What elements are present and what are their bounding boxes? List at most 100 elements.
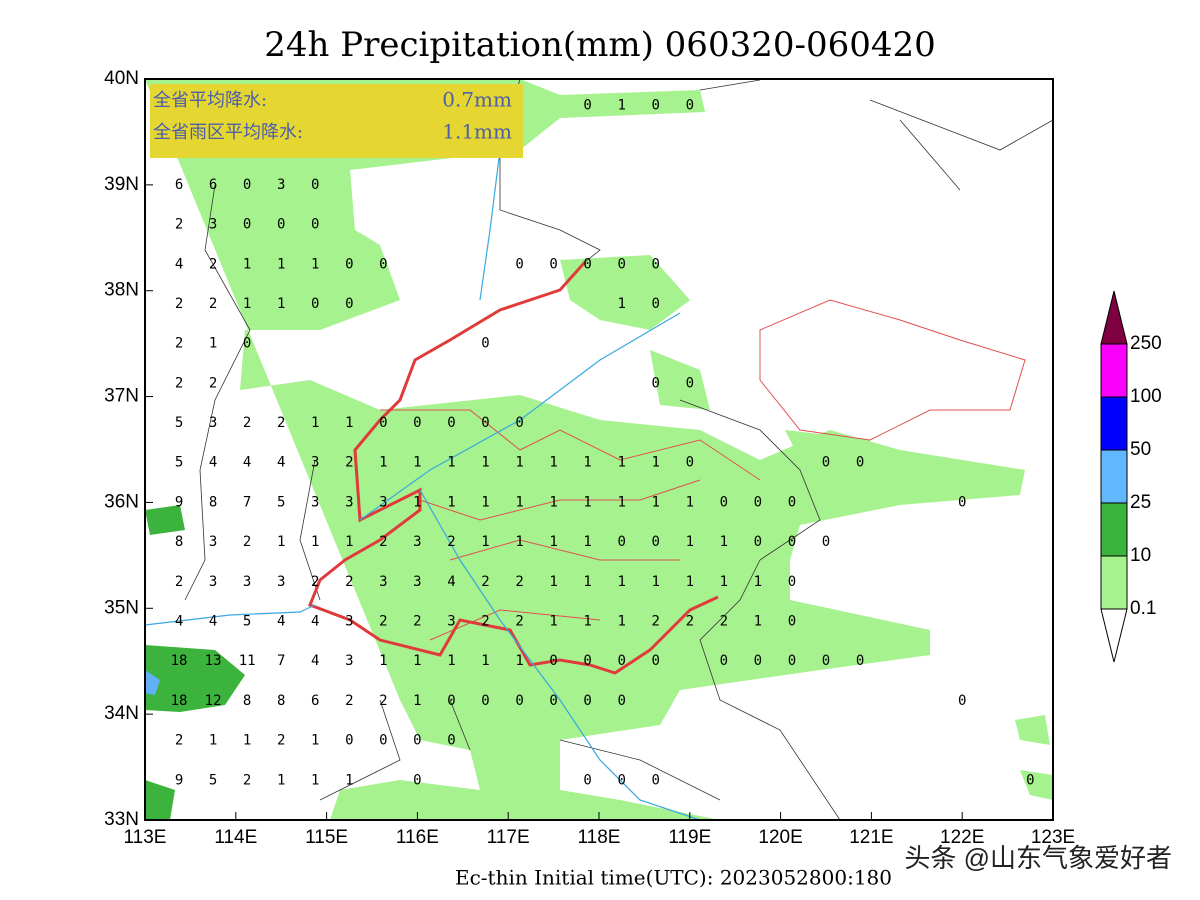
station-value: 0 [379, 256, 387, 272]
station-value: 0 [447, 733, 455, 749]
station-value: 1 [549, 574, 557, 590]
station-value: 0 [481, 693, 489, 709]
x-tick-label: 120E [758, 827, 802, 848]
station-value: 0 [617, 534, 625, 550]
x-tick-label: 114E [214, 827, 257, 848]
station-value: 2 [413, 614, 421, 630]
station-value: 0 [243, 177, 251, 193]
station-value: 3 [379, 574, 387, 590]
station-value: 0 [413, 733, 421, 749]
station-value: 1 [617, 97, 625, 113]
station-value: 2 [209, 375, 217, 391]
station-value: 0 [856, 455, 864, 471]
station-value: 0 [856, 653, 864, 669]
station-value: 2 [652, 614, 660, 630]
station-value: 0 [345, 256, 353, 272]
station-value: 1 [617, 494, 625, 510]
station-value: 0 [754, 494, 762, 510]
station-value: 4 [277, 455, 285, 471]
station-value: 2 [447, 534, 455, 550]
station-value: 2 [175, 733, 183, 749]
rain-area-light-blue [145, 670, 160, 695]
station-value: 3 [209, 534, 217, 550]
station-value: 1 [243, 256, 251, 272]
station-value: 8 [209, 494, 217, 510]
station-value: 0 [617, 256, 625, 272]
station-value: 1 [686, 574, 694, 590]
x-tick-label: 116E [396, 827, 439, 848]
station-value: 1 [686, 534, 694, 550]
station-value: 1 [754, 614, 762, 630]
station-value: 1 [209, 733, 217, 749]
x-tick-label: 113E [124, 827, 167, 848]
station-value: 8 [277, 693, 285, 709]
station-value: 0 [549, 693, 557, 709]
station-value: 1 [583, 614, 591, 630]
station-value: 3 [413, 534, 421, 550]
station-value: 3 [447, 614, 455, 630]
station-value: 1 [515, 653, 523, 669]
province-border [184, 184, 471, 801]
colorbar-end [1100, 290, 1128, 345]
station-value: 0 [788, 534, 796, 550]
station-value: 0 [243, 217, 251, 233]
x-tick-label: 118E [578, 827, 621, 848]
station-value: 0 [583, 693, 591, 709]
station-value: 2 [379, 693, 387, 709]
station-value: 1 [481, 653, 489, 669]
station-value: 0 [583, 97, 591, 113]
info-value: 1.1mm [442, 120, 512, 144]
river [144, 149, 701, 821]
station-value: 12 [205, 693, 222, 709]
station-value: 0 [788, 614, 796, 630]
station-value: 2 [175, 574, 183, 590]
station-value: 4 [277, 614, 285, 630]
station-value: 5 [209, 772, 217, 788]
station-value: 1 [481, 494, 489, 510]
station-value: 1 [277, 296, 285, 312]
station-value: 4 [447, 574, 455, 590]
y-tick-label: 36N [104, 491, 139, 512]
station-value: 1 [311, 733, 319, 749]
station-value: 5 [175, 415, 183, 431]
station-value: 0 [583, 256, 591, 272]
station-value: 0 [583, 772, 591, 788]
station-value: 0 [686, 375, 694, 391]
station-value: 0 [822, 653, 830, 669]
info-value: 0.7mm [442, 88, 512, 112]
station-value: 0 [447, 415, 455, 431]
station-value: 1 [447, 494, 455, 510]
x-tick-label: 119E [668, 827, 711, 848]
rain-area [145, 79, 1025, 820]
station-value: 2 [379, 614, 387, 630]
station-value: 0 [617, 653, 625, 669]
station-value: 1 [413, 455, 421, 471]
station-value: 0 [243, 336, 251, 352]
station-value: 1 [549, 494, 557, 510]
rain-area [785, 430, 880, 470]
station-value: 1 [583, 574, 591, 590]
station-value: 2 [175, 217, 183, 233]
station-value: 1 [379, 653, 387, 669]
colorbar-label: 50 [1130, 439, 1151, 460]
station-value: 0 [549, 653, 557, 669]
station-value: 2 [175, 375, 183, 391]
station-value: 1 [583, 534, 591, 550]
station-value: 4 [311, 614, 319, 630]
station-value: 5 [175, 455, 183, 471]
station-value: 0 [958, 494, 966, 510]
station-value: 3 [311, 455, 319, 471]
station-value: 0 [413, 772, 421, 788]
map-features [144, 78, 1054, 821]
info-box [150, 84, 523, 158]
colorbar-segment [1100, 343, 1128, 398]
station-value: 3 [209, 415, 217, 431]
station-value: 2 [515, 614, 523, 630]
station-value: 1 [447, 653, 455, 669]
x-tick-label: 121E [849, 827, 893, 848]
colorbar-label: 0.1 [1130, 598, 1156, 619]
station-value: 0 [652, 256, 660, 272]
station-value: 4 [175, 614, 183, 630]
station-value: 0 [686, 97, 694, 113]
